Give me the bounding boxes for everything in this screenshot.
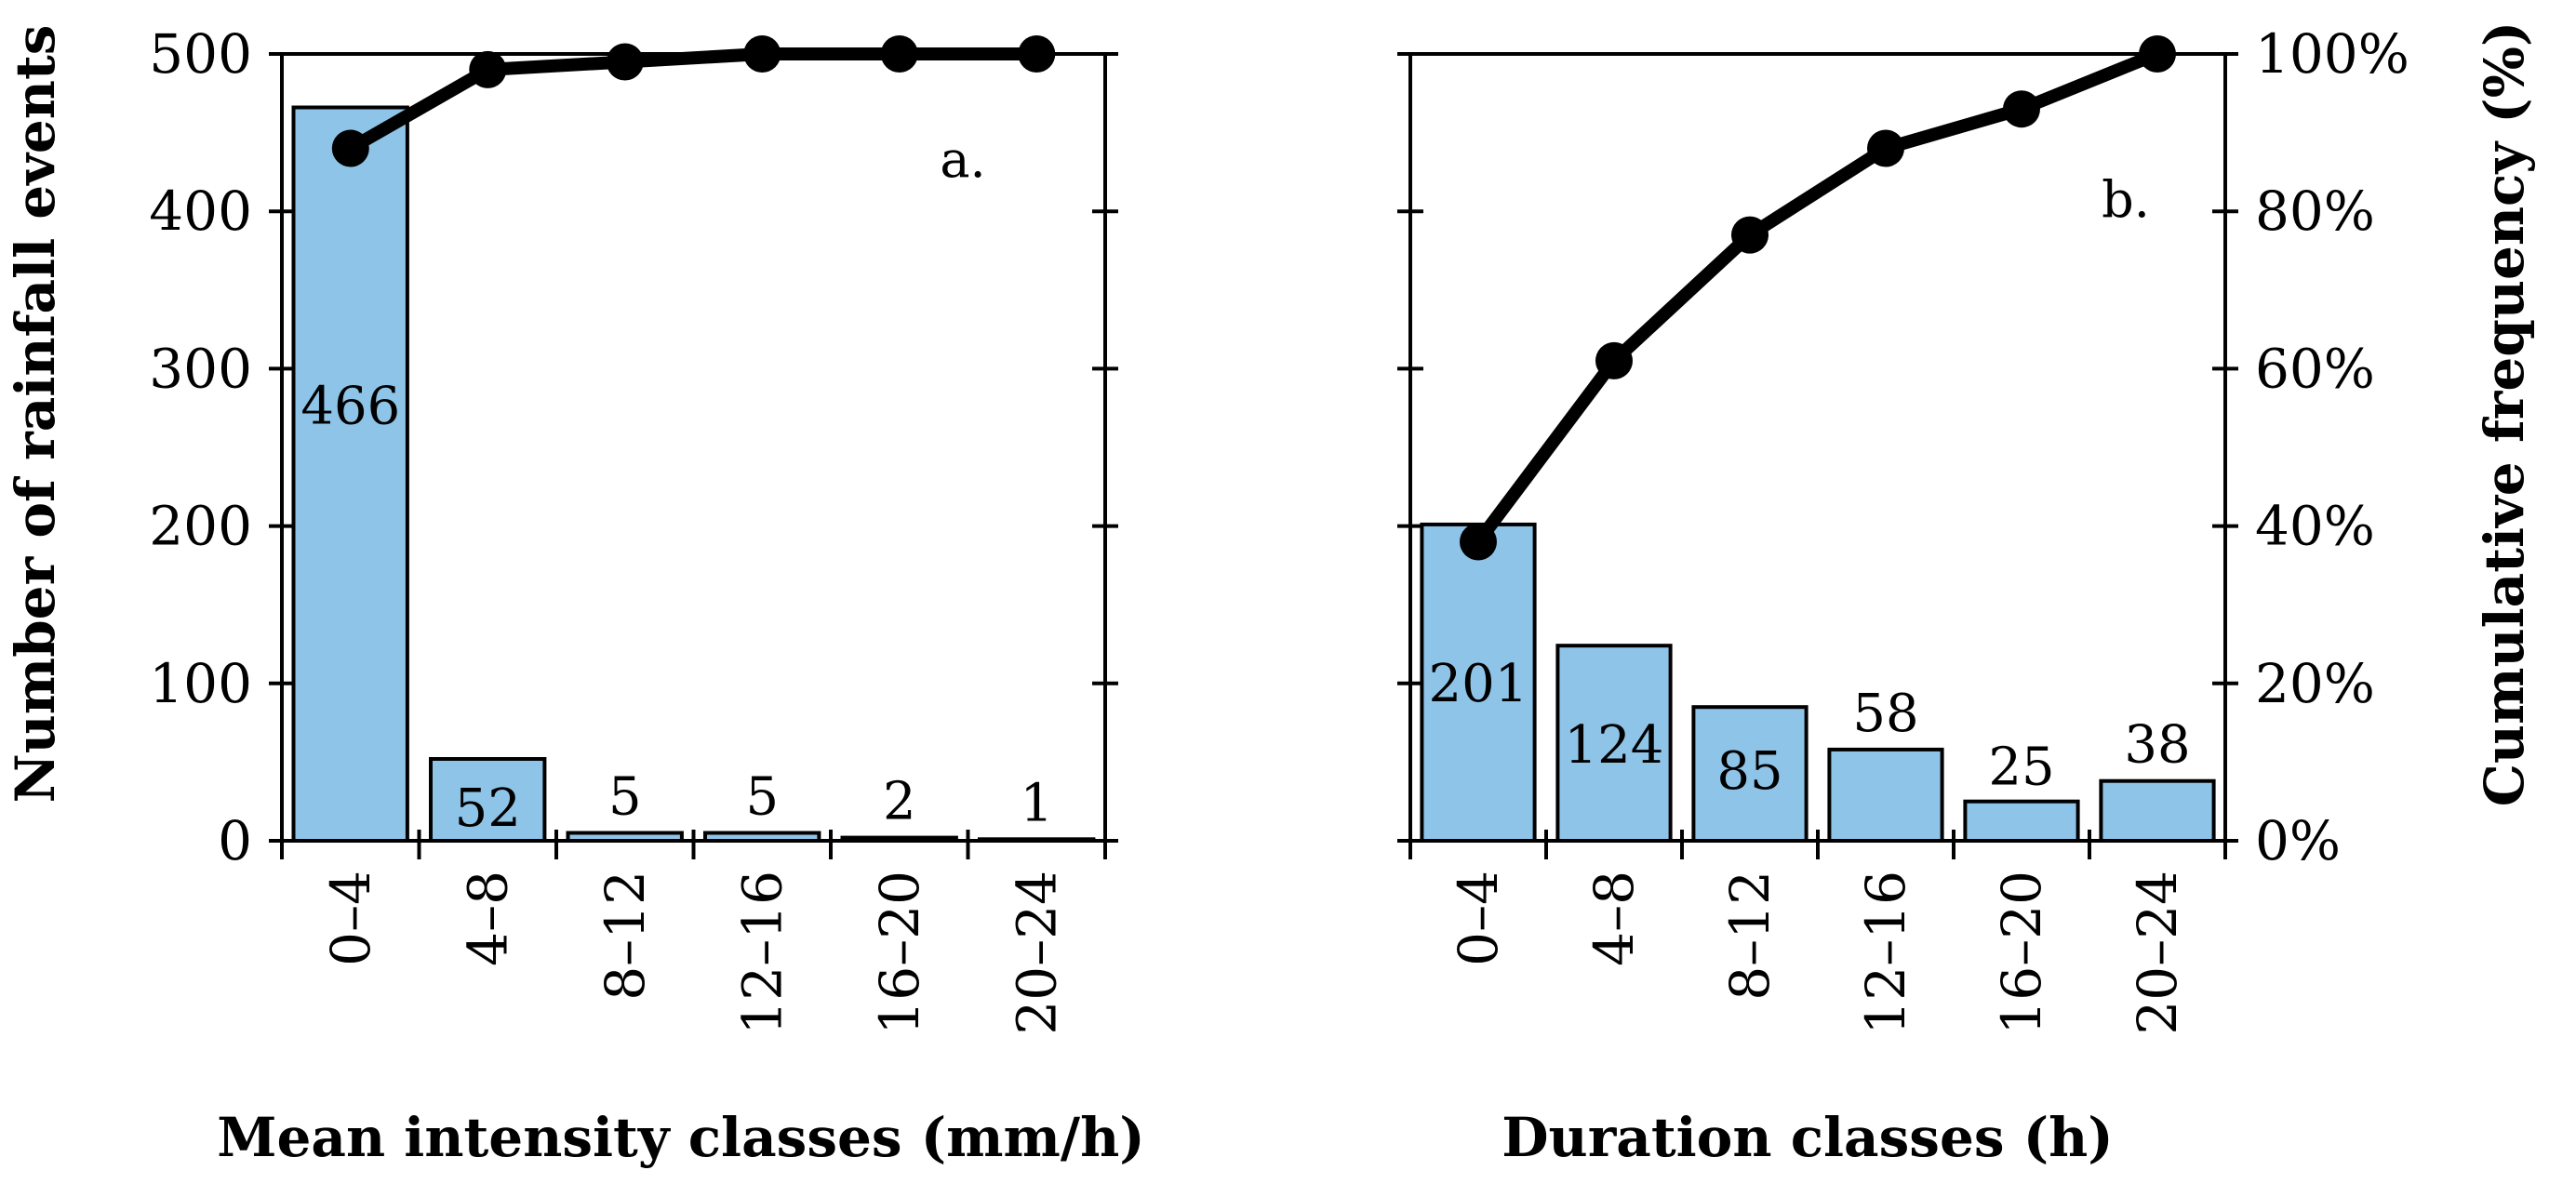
ytick-label-a-0: 0	[218, 809, 252, 872]
ytick-label-a-3: 300	[149, 337, 252, 400]
x-axis-title-b: Duration classes (h)	[1502, 1106, 2114, 1169]
cumulative-point-b-5	[2139, 35, 2176, 73]
category-label-b-2: 8–12	[1718, 871, 1782, 1001]
bar-b-1	[1555, 644, 1673, 844]
panel-b-duration: 0% 20% 40% 60% 80% 100% 0–4 4–8 8–12 12–16 16–20 20…	[1397, 22, 2409, 1035]
category-label-b-5: 20–24	[2126, 871, 2189, 1035]
category-label-a-2: 8–12	[594, 871, 657, 1001]
category-label-b-0: 0–4	[1447, 871, 1510, 966]
value-label-a-3: 5	[745, 767, 779, 828]
bar-b-4	[1963, 799, 2080, 844]
y2tick-label-b-3: 60%	[2255, 337, 2375, 400]
cumulative-point-a-3	[743, 35, 781, 73]
ytick-label-a-1: 100	[149, 652, 252, 715]
y-axis-title-right: Cumulative frequency (%)	[2473, 21, 2536, 807]
y2tick-label-b-5: 100%	[2255, 22, 2409, 86]
y2tick-label-b-2: 40%	[2255, 495, 2375, 558]
bar-b-2	[1691, 705, 1809, 844]
value-label-b-3: 58	[1852, 684, 1918, 744]
y-axis-title-left: Number of rainfall events	[4, 25, 67, 804]
cumulative-point-a-1	[469, 50, 507, 88]
cumulative-point-a-5	[1018, 35, 1056, 73]
value-label-b-4: 25	[1988, 738, 2054, 798]
cumulative-point-b-2	[1731, 216, 1768, 254]
bar-b-5	[2099, 778, 2216, 844]
value-label-b-1: 124	[1565, 715, 1664, 776]
panel-a-label: a.	[940, 130, 985, 189]
value-label-a-1: 52	[455, 778, 521, 839]
category-label-b-4: 16–20	[1990, 871, 2053, 1035]
category-label-a-5: 20–24	[1005, 871, 1068, 1035]
bar-b-3	[1827, 747, 1944, 844]
value-label-a-4: 2	[883, 772, 916, 832]
y2tick-label-b-4: 80%	[2255, 180, 2375, 243]
ytick-label-a-2: 200	[149, 495, 252, 558]
panel-b-label: b.	[2102, 170, 2150, 229]
cumulative-line-a	[347, 47, 1037, 154]
x-axis-title-a: Mean intensity classes (mm/h)	[217, 1106, 1144, 1169]
plot-frame-b	[1408, 52, 2227, 843]
category-label-a-4: 16–20	[868, 871, 931, 1035]
value-label-b-0: 201	[1429, 654, 1528, 714]
cumulative-line-b	[1473, 47, 2160, 546]
bar-a-0	[291, 105, 409, 843]
category-label-a-3: 12–16	[730, 871, 794, 1035]
cumulative-point-b-3	[1867, 129, 1904, 167]
ytick-label-a-5: 500	[149, 22, 252, 86]
cumulative-point-a-0	[331, 129, 369, 167]
value-label-a-2: 5	[608, 767, 642, 828]
cumulative-point-a-2	[606, 43, 644, 81]
cumulative-point-b-1	[1595, 341, 1633, 379]
category-label-b-1: 4–8	[1582, 871, 1646, 966]
cumulative-point-b-4	[2003, 90, 2040, 128]
y2tick-label-b-1: 20%	[2255, 652, 2375, 715]
value-label-b-2: 85	[1716, 741, 1782, 802]
value-label-a-0: 466	[300, 377, 400, 437]
value-label-a-5: 1	[1020, 773, 1053, 833]
value-label-b-5: 38	[2124, 715, 2190, 776]
panel-a-intensity: 0 100 200 300 400 500 0–4 4–8 8–12 12–16 16–20 20–2…	[149, 22, 1118, 1035]
ytick-label-a-4: 400	[149, 180, 252, 243]
cumulative-point-a-4	[880, 35, 918, 73]
category-label-a-0: 0–4	[319, 871, 382, 966]
y2tick-label-b-0: 0%	[2255, 809, 2341, 872]
category-label-b-3: 12–16	[1854, 871, 1917, 1035]
category-label-a-1: 4–8	[456, 871, 519, 966]
cumulative-point-b-0	[1460, 523, 1497, 561]
